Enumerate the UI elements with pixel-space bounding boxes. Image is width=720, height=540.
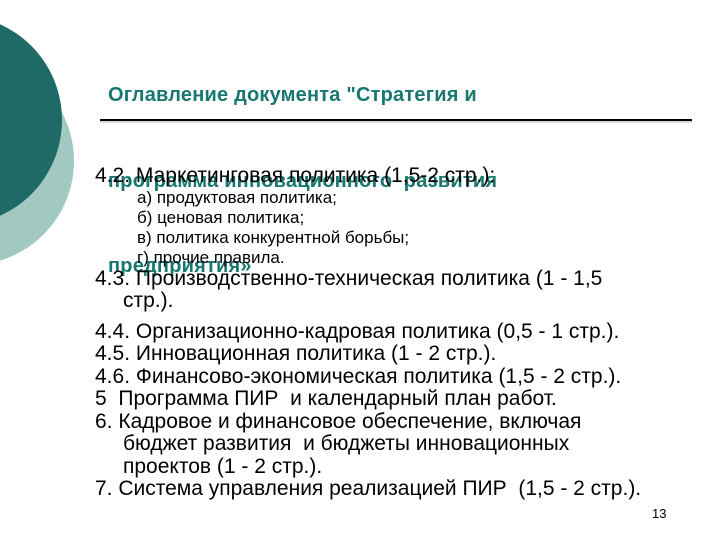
toc-subitem: г) прочие правила.: [137, 247, 285, 267]
toc-item: 4.2. Маркетинговая политика (1,5-2 стр.)…: [95, 164, 496, 187]
toc-item-continuation: проектов (1 - 2 стр.).: [123, 454, 323, 478]
page-title: Оглавление документа "Стратегия и програ…: [108, 24, 497, 338]
toc-list: 4.2. Маркетинговая политика (1,5-2 стр.)…: [95, 164, 705, 501]
toc-subitem: а) продуктовая политика;: [137, 187, 337, 207]
toc-item: 4.5. Инновационная политика (1 - 2 стр.)…: [95, 342, 497, 365]
toc-item: 6. Кадровое и финансовое обеспечение, вк…: [95, 409, 582, 433]
page-title-line: Оглавление документа "Стратегия и: [108, 84, 477, 106]
page-title-line: программа инновационного развития: [108, 169, 498, 192]
toc-subitem: б) ценовая политика;: [137, 207, 305, 227]
toc-item-continuation: стр.).: [123, 289, 174, 312]
toc-item: 4.3. Производственно-техническая политик…: [95, 266, 603, 290]
page-title-line: предприятия»: [108, 255, 252, 277]
toc-item-continuation: бюджет развития и бюджеты инновационных: [123, 432, 570, 455]
page-number: 13: [652, 506, 667, 521]
title-divider: [100, 119, 692, 121]
toc-item: 7. Система управления реализацией ПИР (1…: [95, 477, 642, 500]
toc-item: 5 Программа ПИР и календарный план работ…: [95, 387, 557, 410]
toc-subitem: в) политика конкурентной борьбы;: [137, 227, 410, 247]
toc-item: 4.6. Финансово-экономическая политика (1…: [95, 364, 622, 388]
toc-item: 4.4. Организационно-кадровая политика (0…: [95, 319, 620, 343]
